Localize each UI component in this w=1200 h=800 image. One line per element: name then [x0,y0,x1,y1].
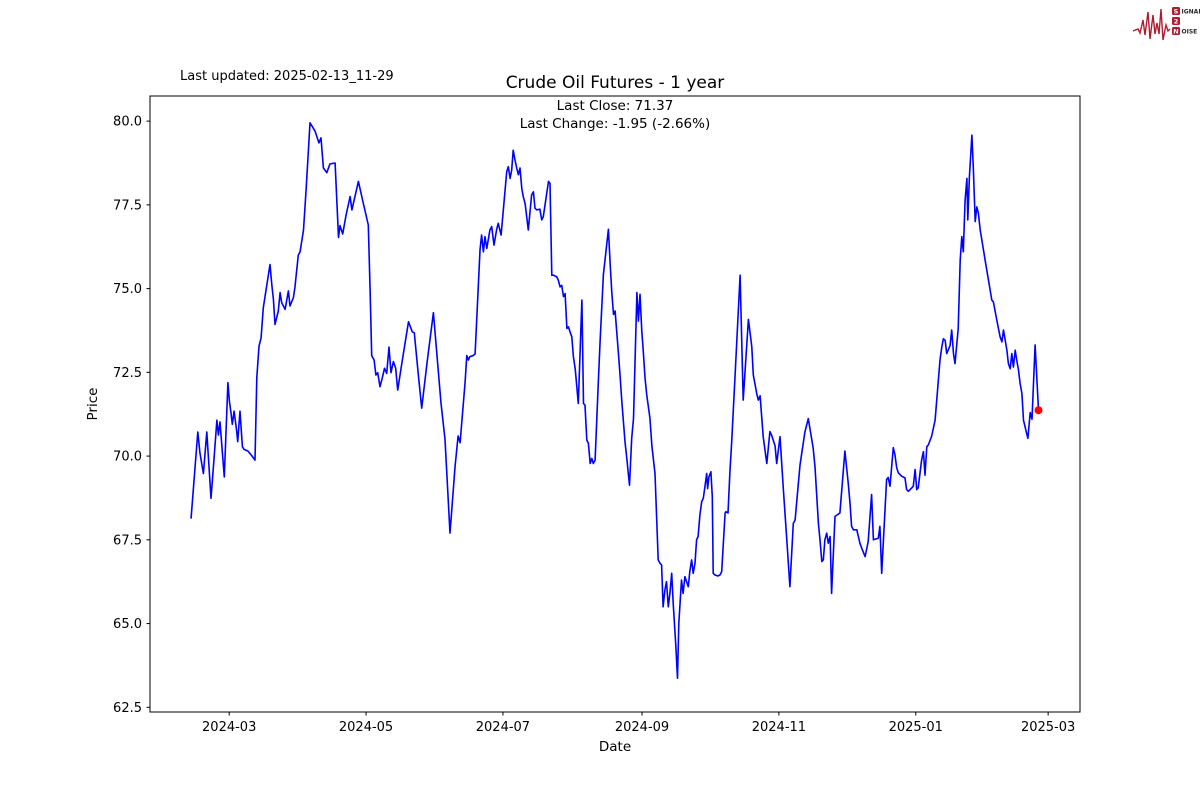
x-tick-label: 2024-11 [752,720,806,735]
y-tick-label: 70.0 [113,450,142,465]
logo-word-noise: OISE [1182,28,1198,35]
y-axis-ticks: 80.0 77.5 75.0 72.5 70.0 67.5 65.0 62.5 [113,115,150,716]
plot-border [149,95,1081,713]
last-change-annotation: Last Change: -1.95 (-2.66%) [520,116,710,132]
x-tick-label: 2024-09 [615,720,669,735]
y-tick-label: 77.5 [113,198,142,213]
x-tick-label: 2024-05 [339,720,393,735]
logo-box-2 [1172,17,1180,25]
logo-word-signal: IGNAL [1182,8,1200,15]
y-tick-label: 80.0 [113,115,142,130]
y-tick-label: 65.0 [113,617,142,632]
last-updated-text: Last updated: 2025-02-13_11-29 [180,69,394,84]
y-tick-label: 75.0 [113,282,142,297]
x-axis-label: Date [599,739,631,755]
x-tick-label: 2025-03 [1021,720,1075,735]
logo-box-s [1172,7,1180,15]
x-axis-ticks: 2024-03 2024-05 2024-07 2024-09 2024-11 2025-… [202,712,1075,735]
logo-box-n [1172,27,1180,35]
y-axis-label: Price [85,388,101,421]
logo-letter-n: N [1173,28,1178,36]
x-tick-label: 2024-03 [202,720,256,735]
chart-title: Crude Oil Futures - 1 year [506,73,725,93]
y-tick-label: 67.5 [113,533,142,548]
price-line-series [190,122,1040,680]
y-tick-label: 62.5 [113,701,142,716]
last-close-annotation: Last Close: 71.37 [557,98,674,114]
x-tick-label: 2025-01 [889,720,943,735]
logo-letter-s: S [1174,8,1179,16]
y-tick-label: 72.5 [113,366,142,381]
logo-letter-2: 2 [1174,18,1179,26]
waveform-icon [1132,8,1171,41]
signal2noise-logo: S IGNAL 2 N OISE [1132,7,1200,41]
x-tick-label: 2024-07 [476,720,530,735]
last-price-marker [1034,406,1043,415]
